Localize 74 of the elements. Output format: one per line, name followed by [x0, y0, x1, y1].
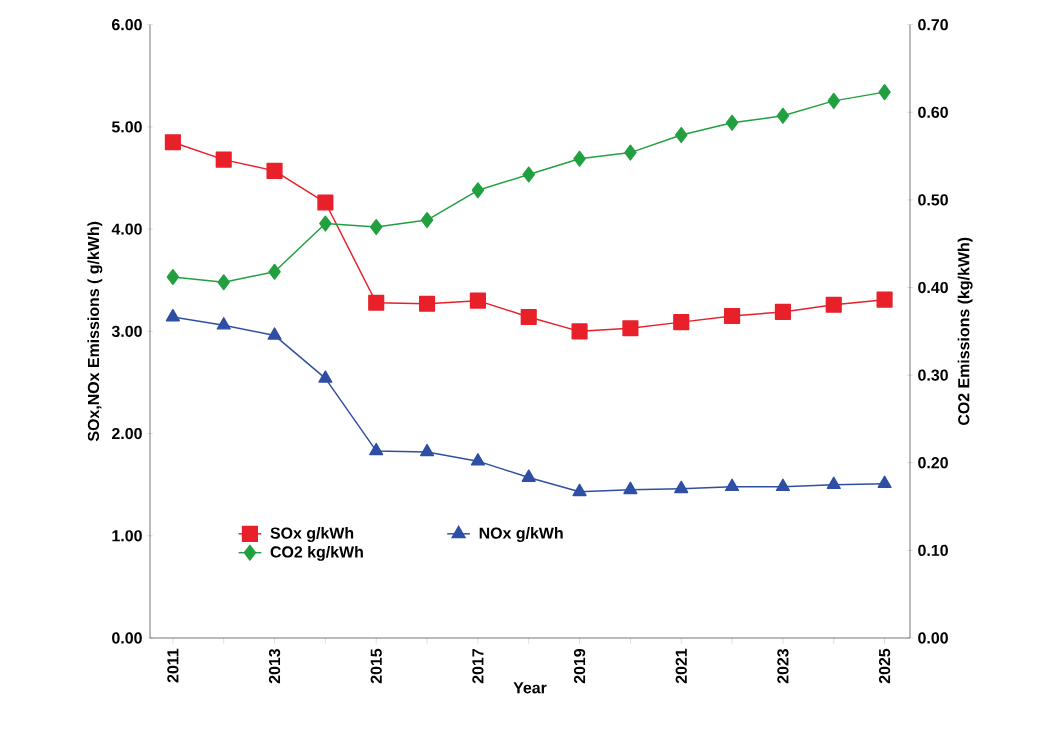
x-tick-label: 2023	[777, 648, 789, 684]
x-axis-title: Year	[513, 682, 547, 694]
point	[165, 308, 180, 322]
point	[216, 317, 231, 330]
y-tick-label: 4.00	[111, 223, 142, 235]
legend-label: CO2 kg/kWh	[270, 545, 363, 561]
point	[268, 263, 281, 280]
point	[876, 291, 893, 308]
point	[522, 166, 535, 183]
point	[319, 215, 332, 232]
point	[520, 308, 537, 326]
point	[724, 478, 740, 492]
point	[825, 296, 842, 313]
y-tick-label: 5.00	[111, 121, 142, 133]
y-tick-label: 0.00	[112, 632, 142, 644]
point	[420, 211, 434, 229]
point	[266, 162, 283, 179]
x-tick-label: 2017	[472, 649, 484, 684]
point	[521, 469, 536, 482]
point	[215, 151, 232, 168]
x-tick-label: 2015	[370, 648, 382, 684]
y2-axis-title: CO2 Emissions (kg/kWh)	[957, 237, 973, 426]
x-tick-label: 2013	[268, 648, 281, 684]
y2-tick-label: 0.10	[918, 544, 948, 557]
y-tick-label: 1.00	[112, 530, 142, 542]
point	[419, 443, 435, 457]
point	[418, 295, 436, 312]
legend-label: NOx g/kWh	[479, 527, 563, 542]
point	[827, 92, 840, 109]
legend-label: SOx g/kWh	[270, 527, 354, 542]
point	[775, 478, 791, 492]
x-tick-label: 2025	[878, 648, 891, 684]
point	[369, 218, 383, 236]
point	[571, 323, 588, 340]
point	[774, 303, 791, 320]
point	[369, 442, 384, 456]
point	[368, 294, 385, 311]
point	[724, 307, 741, 325]
point	[166, 268, 180, 286]
point	[673, 314, 690, 331]
point	[674, 480, 689, 494]
point	[164, 134, 181, 151]
y2-tick-label: 0.40	[918, 281, 948, 294]
y2-tick-label: 0.60	[918, 106, 948, 118]
point	[470, 453, 485, 466]
point	[471, 182, 485, 199]
point	[623, 481, 638, 495]
point	[267, 327, 282, 340]
x-tick-label: 2011	[167, 648, 179, 683]
y2-tick-label: 0.30	[918, 369, 948, 381]
y-tick-label: 3.00	[111, 325, 142, 337]
point	[318, 370, 333, 383]
point	[624, 144, 637, 161]
point	[675, 126, 688, 144]
y2-tick-label: 0.20	[918, 457, 948, 469]
point	[469, 292, 486, 309]
point	[572, 483, 587, 497]
y2-tick-label: 0.00	[918, 632, 948, 644]
y2-tick-label: 0.70	[918, 19, 948, 31]
x-tick-label: 2019	[573, 648, 586, 684]
point	[622, 320, 639, 337]
point	[217, 274, 230, 291]
y-tick-label: 2.00	[112, 427, 142, 440]
point	[317, 194, 334, 211]
point	[826, 476, 841, 490]
point	[725, 114, 739, 131]
point	[878, 84, 891, 101]
x-tick-label: 2021	[675, 648, 687, 684]
y-axis-title: SOx,NOx Emissions ( g/kWh)	[87, 221, 103, 442]
point	[877, 475, 892, 489]
y2-tick-label: 0.50	[918, 194, 948, 206]
point	[573, 150, 586, 167]
point	[776, 107, 790, 124]
y-tick-label: 6.00	[112, 19, 142, 31]
